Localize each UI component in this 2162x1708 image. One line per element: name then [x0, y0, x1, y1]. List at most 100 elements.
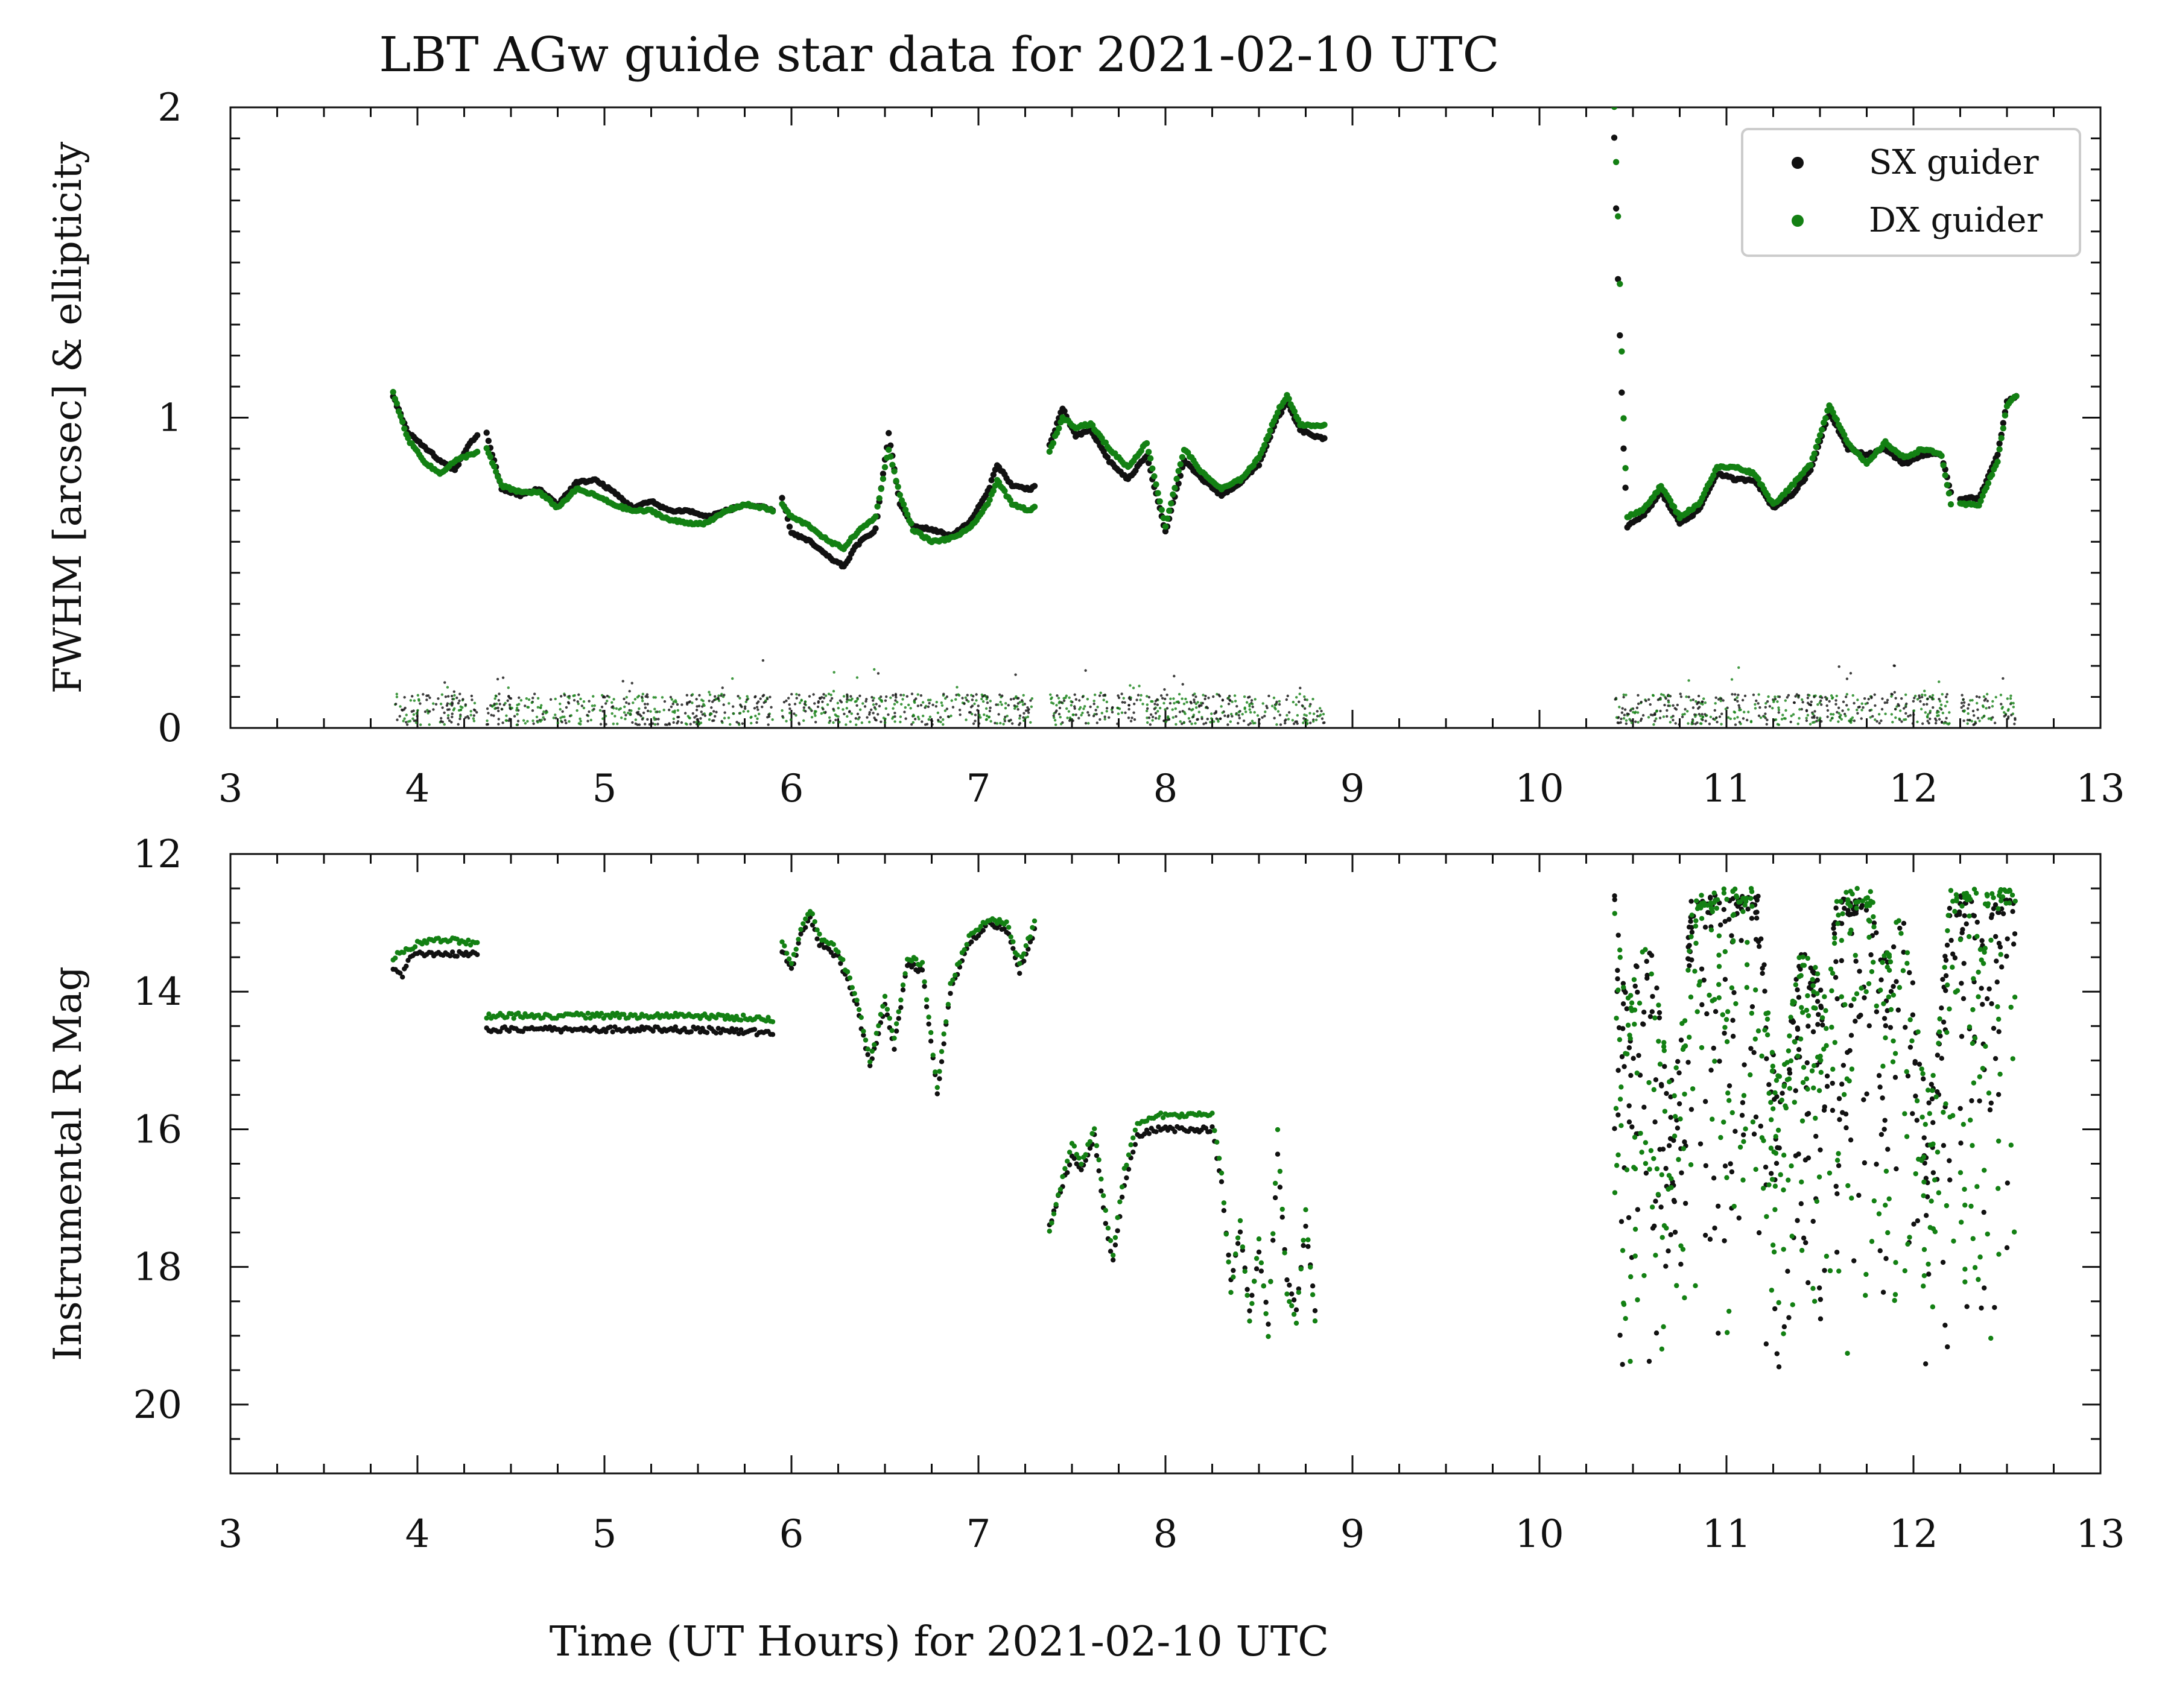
bottom-dx-point	[1819, 1070, 1824, 1075]
top-ellipticity-point	[1667, 704, 1669, 707]
bottom-sx-point	[1903, 1025, 1907, 1030]
top-ellipticity-point	[906, 695, 908, 698]
bottom-sx-point	[1995, 979, 2000, 984]
top-ellipticity-point	[616, 723, 618, 725]
top-ellipticity-point	[1968, 719, 1971, 721]
bottom-sx-point	[1751, 1050, 1756, 1055]
top-ellipticity-point	[539, 706, 542, 709]
top-x-tick-label: 8	[1153, 767, 1178, 811]
top-ellipticity-point	[1001, 695, 1003, 697]
top-ellipticity-point	[1787, 694, 1790, 697]
bottom-sx-point	[1280, 1215, 1285, 1219]
bottom-dx-point	[1235, 1235, 1240, 1240]
top-ellipticity-point	[1778, 695, 1781, 698]
bottom-sx-point	[1972, 913, 1977, 918]
top-ellipticity-point	[528, 698, 530, 701]
top-ellipticity-point	[1968, 703, 1970, 706]
bottom-dx-point	[787, 957, 791, 961]
bottom-sx-point	[1775, 1351, 1780, 1356]
top-ellipticity-point	[814, 721, 817, 723]
top-ellipticity-point	[1243, 706, 1246, 709]
top-ellipticity-point	[526, 706, 528, 708]
top-ellipticity-point	[829, 700, 832, 702]
top-ellipticity-point	[999, 701, 1001, 703]
top-ellipticity-point	[406, 723, 408, 726]
top-dx-point	[908, 520, 914, 527]
top-ellipticity-point	[1798, 717, 1800, 720]
top-ellipticity-point	[1736, 716, 1739, 718]
top-ellipticity-point	[647, 710, 649, 712]
bottom-dx-point	[1745, 940, 1749, 944]
top-dx-point	[1938, 452, 1944, 458]
bottom-sx-point	[1944, 958, 1948, 963]
top-ellipticity-point	[688, 716, 691, 719]
bottom-dx-point	[1115, 1215, 1120, 1220]
top-ellipticity-point	[828, 721, 830, 724]
top-ellipticity-point	[693, 721, 695, 723]
top-ellipticity-point	[1850, 672, 1852, 674]
bottom-dx-point	[1284, 1291, 1289, 1296]
bottom-sx-point	[1834, 1250, 1839, 1254]
top-ellipticity-point	[781, 715, 784, 718]
top-ellipticity-point	[1050, 698, 1052, 700]
bottom-sx-point	[1996, 1092, 2001, 1097]
bottom-sx-point	[1862, 995, 1866, 1000]
top-ellipticity-point	[610, 712, 613, 715]
top-ellipticity-point	[1615, 716, 1618, 718]
bottom-sx-point	[1962, 913, 1967, 918]
top-ellipticity-point	[1056, 694, 1058, 697]
top-ellipticity-point	[832, 690, 835, 692]
top-ellipticity-point	[1087, 722, 1089, 724]
top-ellipticity-point	[1672, 719, 1674, 721]
top-ellipticity-point	[2006, 697, 2009, 700]
top-ellipticity-point	[695, 698, 697, 700]
top-ellipticity-point	[1017, 702, 1019, 704]
top-ellipticity-point	[848, 710, 851, 713]
top-ellipticity-point	[901, 698, 904, 700]
top-ellipticity-point	[1725, 707, 1727, 710]
bottom-sx-point	[455, 954, 460, 958]
top-ellipticity-point	[977, 704, 980, 707]
top-ellipticity-point	[553, 716, 555, 719]
bottom-dx-point	[509, 1011, 514, 1016]
bottom-y-tick-label: 16	[133, 1107, 182, 1152]
top-ellipticity-point	[1309, 722, 1311, 724]
top-ellipticity-point	[594, 704, 596, 707]
top-dx-point	[1942, 472, 1948, 478]
top-ellipticity-point	[1230, 713, 1232, 715]
bottom-dx-point	[1776, 1128, 1781, 1133]
top-ellipticity-point	[1295, 703, 1298, 706]
top-ellipticity-point	[1826, 715, 1828, 718]
bottom-sx-point	[924, 1004, 929, 1009]
bottom-sx-point	[1813, 1134, 1818, 1139]
top-ellipticity-point	[1784, 699, 1787, 701]
top-ellipticity-point	[1862, 706, 1864, 709]
bottom-sx-point	[608, 1025, 613, 1030]
top-ellipticity-point	[1241, 713, 1244, 715]
top-ellipticity-point	[396, 718, 398, 721]
top-ellipticity-point	[1863, 697, 1866, 700]
bottom-dx-point	[1958, 1170, 1963, 1175]
top-ellipticity-point	[1628, 718, 1631, 720]
top-ellipticity-point	[1219, 718, 1222, 720]
bottom-sx-point	[2011, 941, 2016, 946]
top-ellipticity-point	[1198, 710, 1200, 713]
bottom-sx-point	[1124, 1175, 1129, 1180]
bottom-sx-point	[926, 1022, 931, 1026]
top-ellipticity-point	[1739, 723, 1742, 725]
bottom-sx-point	[1864, 1092, 1869, 1096]
top-ellipticity-point	[1821, 697, 1823, 699]
top-ellipticity-point	[1781, 718, 1783, 720]
bottom-sx-point	[734, 1026, 739, 1031]
bottom-sx-point	[1959, 981, 1964, 985]
top-ellipticity-point	[493, 703, 496, 705]
top-ellipticity-point	[513, 715, 516, 717]
top-ellipticity-point	[761, 706, 763, 708]
top-ellipticity-point	[974, 713, 977, 716]
bottom-sx-point	[1755, 894, 1760, 899]
bottom-y-tick-label: 14	[133, 970, 182, 1014]
top-ellipticity-point	[1918, 697, 1921, 699]
bottom-dx-point	[1985, 1232, 1990, 1236]
top-ellipticity-point	[920, 704, 922, 706]
bottom-dx-point	[1699, 916, 1704, 921]
